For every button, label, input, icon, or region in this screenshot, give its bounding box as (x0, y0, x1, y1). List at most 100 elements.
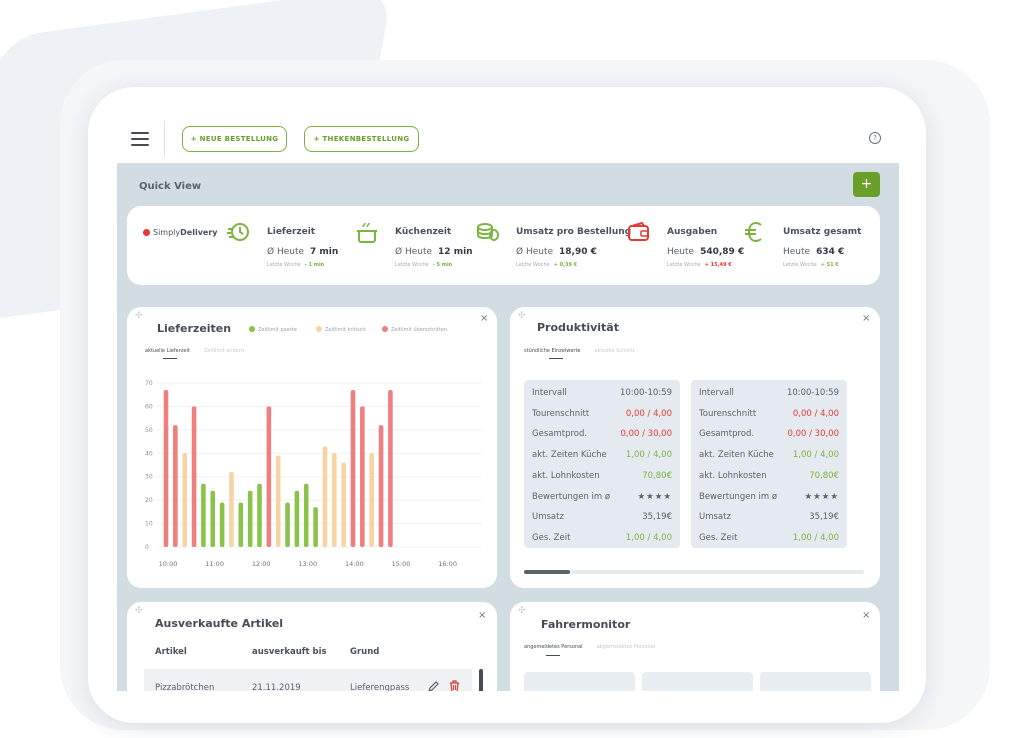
tab-zeitlimit-aendern[interactable]: Zeitlimit ändern (203, 348, 244, 354)
menu-icon[interactable] (131, 132, 149, 146)
stat-row: akt. Lohnkosten 70,80€ (699, 471, 839, 481)
chart-bar[interactable] (210, 490, 216, 547)
chart-bar[interactable] (257, 483, 262, 547)
horizontal-scrollbar[interactable] (524, 570, 864, 574)
scrollbar-thumb[interactable] (524, 570, 570, 574)
stat-label: Bewertungen im ø (699, 491, 778, 502)
new-order-button[interactable]: + NEUE BESTELLUNG (182, 126, 287, 152)
chart-bar[interactable] (182, 453, 187, 547)
pot-icon (357, 222, 377, 243)
stat-label: Umsatz (532, 512, 564, 523)
chart-bar[interactable] (191, 406, 197, 547)
help-icon[interactable]: ? (869, 132, 881, 144)
vertical-scrollbar[interactable] (479, 669, 483, 691)
active-tab-underline (163, 358, 177, 359)
stat-row: Umsatz 35,19€ (699, 512, 839, 522)
chart-bar[interactable] (322, 446, 328, 547)
cell-artikel: Pizzabrötchen (155, 683, 215, 691)
fahrermonitor-card: ✣ Fahrermonitor × angemeldetes Personal a… (510, 602, 880, 691)
stat-label: Ges. Zeit (699, 532, 738, 543)
stat-value: 0,00 / 30,00 (620, 429, 672, 440)
chart-tabs: aktuelle Lieferzeit Zeitlimit ändern (145, 348, 244, 354)
chart-bar[interactable] (303, 483, 309, 547)
tab-stuendliche-einzelwerte[interactable]: stündliche Einzelwerte (524, 348, 581, 354)
x-tick-label: 16:00 (438, 560, 457, 568)
stat-value: 1,00 / 4,00 (625, 532, 672, 543)
stat-panel: Intervall 10:00-10:59 Tourenschnitt 0,00 / … (691, 380, 847, 548)
euro-icon (745, 221, 762, 243)
chart-bar[interactable] (313, 507, 318, 547)
chart-bar[interactable] (294, 490, 300, 547)
driver-tile[interactable] (642, 672, 753, 691)
chart-bar[interactable] (229, 472, 234, 547)
column-header: Grund (350, 647, 380, 657)
drag-handle-icon[interactable]: ✣ (518, 311, 526, 321)
tab-abgemeldetes-personal[interactable]: abgemeldetes Personal (596, 644, 656, 650)
chart-bar[interactable] (219, 502, 225, 547)
tab-aktuelle-lieferzeit[interactable]: aktuelle Lieferzeit (145, 348, 190, 354)
tab-aktuelle-schicht[interactable]: aktuelle Schicht (594, 348, 635, 354)
stat-row: Intervall 10:00-10:59 (699, 388, 839, 398)
clock-icon (227, 223, 249, 241)
chart-bar[interactable] (266, 406, 272, 547)
chart-bar[interactable] (360, 406, 365, 547)
chart-bar[interactable] (238, 502, 244, 547)
wallet-icon (628, 221, 649, 241)
chart-bar[interactable] (275, 455, 281, 547)
chart-bar[interactable] (201, 483, 206, 547)
chart-bar[interactable] (173, 425, 178, 547)
driver-tile[interactable] (760, 672, 871, 691)
stat-value: 10:00-10:59 (786, 388, 839, 398)
drag-handle-icon[interactable]: ✣ (135, 311, 143, 321)
stat-value: 0,00 / 30,00 (787, 429, 839, 440)
drag-handle-icon[interactable]: ✣ (135, 606, 143, 616)
card-title: Fahrermonitor (541, 618, 631, 631)
stat-row: Bewertungen im ø ★★★★ (532, 492, 672, 502)
tab-angemeldetes-personal[interactable]: angemeldetes Personal (524, 644, 583, 650)
close-icon[interactable]: × (478, 610, 487, 621)
y-tick-label: 20 (145, 497, 153, 504)
kpi-label: Umsatz pro Bestellung (516, 227, 632, 237)
chart-bar[interactable] (378, 425, 384, 547)
card-title: Produktivität (537, 321, 619, 334)
stat-value: 0,00 / 4,00 (625, 408, 672, 419)
stat-row: Ges. Zeit 1,00 / 4,00 (532, 533, 672, 543)
rating-stars: ★★★★ (637, 491, 672, 502)
drag-handle-icon[interactable]: ✣ (518, 606, 526, 616)
kpi-delta: Letzte Woche + 51 € (783, 262, 839, 268)
driver-tile[interactable] (524, 672, 635, 691)
close-icon[interactable]: × (480, 313, 489, 324)
chart-bar[interactable] (369, 453, 374, 547)
chart-bar[interactable] (341, 462, 346, 547)
chart-bar[interactable] (350, 390, 356, 547)
column-header: Artikel (155, 647, 187, 657)
close-icon[interactable]: × (862, 610, 871, 621)
y-tick-label: 60 (145, 403, 153, 410)
stat-value: 0,00 / 4,00 (792, 408, 839, 419)
lieferzeiten-card: ✣ Lieferzeiten × Zeitlimit passte Zeitli… (127, 307, 497, 588)
kpi-value: Heute 540,89 € (667, 247, 745, 257)
edit-icon[interactable] (427, 681, 439, 691)
close-icon[interactable]: × (862, 313, 871, 324)
card-title: Ausverkaufte Artikel (155, 617, 284, 630)
fahrermonitor-tabs: angemeldetes Personal abgemeldetes Person… (524, 644, 655, 650)
legend-item: Zeitlimit überschritten (382, 326, 447, 333)
stat-value: 1,00 / 4,00 (792, 450, 839, 461)
kpi-delta: Letzte Woche + 0,39 € (516, 262, 578, 268)
kpi-delta: Letzte Woche - 5 min (395, 262, 453, 268)
chart-bar[interactable] (247, 490, 253, 547)
table-row[interactable]: Pizzabrötchen 21.11.2019 Lieferengpass (144, 669, 472, 691)
counter-order-button[interactable]: + THEKENBESTELLUNG (304, 126, 419, 152)
simply-delivery-logo: SimplyDelivery (143, 228, 218, 237)
kpi-delta: Letzte Woche + 15,49 € (667, 262, 732, 268)
chart-bar[interactable] (285, 502, 290, 547)
stat-value: 70,80€ (809, 470, 839, 481)
stat-label: Tourenschnitt (699, 408, 757, 419)
legend-swatch (382, 326, 388, 332)
chart-bar[interactable] (332, 453, 337, 547)
chart-bar[interactable] (163, 390, 169, 547)
lieferzeiten-chart: 0 10 20 30 40 50 60 70 10:00 11:00 12:00 13:00 14:00… (145, 380, 482, 568)
add-widget-button[interactable]: + (853, 172, 880, 197)
delete-icon[interactable] (449, 680, 460, 691)
chart-bar[interactable] (388, 390, 393, 547)
